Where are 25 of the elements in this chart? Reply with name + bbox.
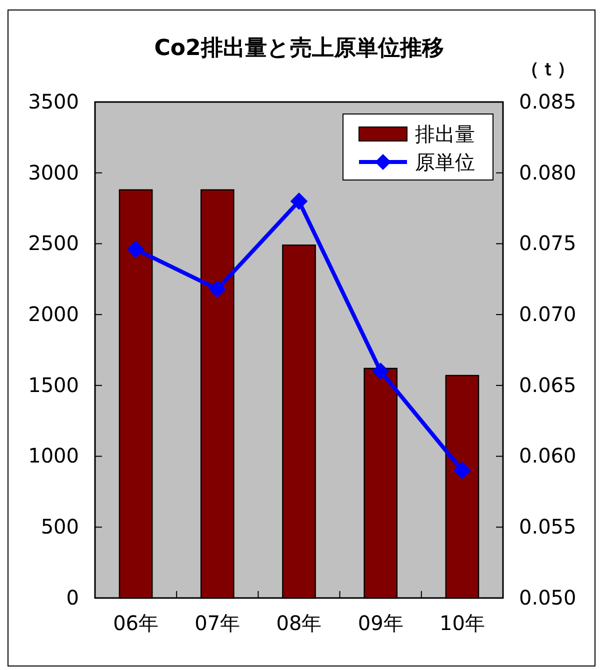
legend-label: 排出量 [415,122,475,146]
x-tick-label: 08年 [276,611,322,636]
y-tick-label: 0 [66,585,79,610]
legend-label: 原単位 [415,150,475,174]
y2-tick-label: 0.060 [519,444,576,468]
x-tick-label: 10年 [439,611,485,636]
chart-title: Co2排出量と売上原単位推移 [154,36,444,61]
y2-axis-title: （ｔ） [521,59,575,80]
y2-tick-label: 0.050 [519,585,576,610]
y2-tick-label: 0.085 [519,89,576,114]
y2-tick-label: 0.080 [519,160,576,184]
y-tick-label: 3000 [28,160,79,184]
y-tick-label: 1500 [28,372,79,397]
y-tick-label: 2500 [28,231,79,256]
x-tick-label: 07年 [194,611,240,636]
y2-tick-label: 0.055 [519,514,576,539]
y-tick-label: 2000 [28,302,79,326]
y2-tick-label: 0.070 [519,302,576,326]
y2-tick-label: 0.075 [519,231,576,256]
y-tick-label: 1000 [28,444,79,468]
x-tick-label: 09年 [358,611,404,636]
x-tick-label: 06年 [113,611,159,636]
y2-tick-label: 0.065 [519,372,576,397]
y-tick-label: 500 [40,514,79,539]
y-tick-label: 3500 [28,89,79,114]
